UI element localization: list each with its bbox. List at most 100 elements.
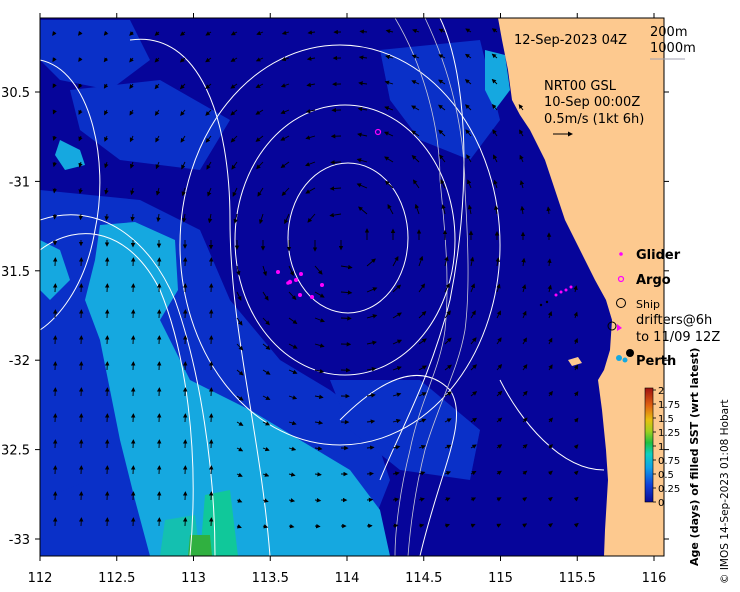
current-vector: [465, 28, 472, 33]
x-tick-label: 112.5: [98, 571, 135, 586]
current-vector: [236, 498, 243, 503]
current-vector: [547, 470, 553, 476]
current-vector: [573, 417, 579, 423]
current-vector: [573, 444, 579, 450]
y-axis: 30.5 -31 31.5 -32 32.5 -33: [1, 86, 669, 548]
current-vector: [78, 161, 83, 168]
current-vector: [470, 471, 477, 476]
current-vector: [305, 135, 316, 140]
current-vector: [262, 343, 271, 350]
sst-age-light-patches: [40, 50, 510, 556]
current-vector: [491, 78, 498, 85]
drifter-arrow-marker: [617, 324, 622, 331]
current-vector: [78, 187, 83, 195]
current-vector: [284, 213, 290, 225]
current-vector: [236, 343, 244, 351]
current-vector: [547, 311, 553, 319]
current-vector: [411, 80, 420, 85]
current-vector: [314, 497, 322, 503]
drifters-legend-line1: drifters@6h: [636, 313, 712, 328]
current-vector: [418, 283, 426, 293]
current-vector: [547, 258, 552, 267]
current-vector: [444, 444, 452, 449]
current-vector: [412, 179, 420, 189]
current-vector: [384, 106, 394, 111]
current-vector: [104, 135, 109, 142]
current-vector: [366, 393, 376, 398]
current-vector: [129, 83, 134, 90]
current-vector: [52, 135, 57, 141]
current-vector: [104, 161, 109, 169]
current-vector: [518, 104, 524, 111]
coastal-marker: [616, 355, 622, 361]
current-vector: [359, 29, 368, 34]
current-vector: [236, 265, 241, 276]
current-vector: [256, 30, 264, 36]
current-vector: [438, 79, 446, 85]
current-vector: [155, 135, 160, 143]
current-vector: [103, 30, 109, 36]
current-vector: [288, 523, 295, 529]
current-vector: [411, 54, 420, 59]
current-vector: [491, 104, 498, 111]
current-vector: [179, 83, 186, 90]
x-tick-label: 113.5: [252, 571, 289, 586]
current-vector: [255, 109, 264, 115]
current-vector: [281, 187, 290, 196]
current-vector: [205, 83, 212, 90]
current-vector: [358, 206, 368, 215]
current-vector: [236, 395, 244, 401]
current-vector: [180, 135, 186, 143]
current-vector: [314, 394, 324, 400]
current-vector: [444, 364, 452, 371]
current-vector: [262, 446, 270, 452]
current-vector: [262, 369, 271, 375]
x-tick-label: 115: [488, 571, 513, 586]
current-vector: [314, 446, 323, 451]
current-vector: [439, 154, 446, 163]
current-vector: [548, 364, 553, 371]
current-vector: [205, 109, 212, 116]
current-vector: [444, 256, 449, 267]
current-vector: [438, 104, 446, 111]
current-vector: [519, 180, 525, 189]
current-vector: [52, 31, 57, 36]
current-vector: [236, 291, 242, 301]
current-vectors: [52, 28, 579, 529]
current-vector: [546, 206, 551, 215]
current-vector: [464, 53, 472, 59]
current-vector: [257, 187, 264, 197]
current-vector: [414, 203, 420, 215]
current-vector: [262, 498, 269, 503]
drifters-legend-line2: to 11/09 12Z: [636, 330, 720, 345]
current-vector: [280, 109, 290, 114]
current-vector: [392, 497, 400, 502]
current-vector: [262, 265, 267, 277]
current-vector: [444, 497, 451, 502]
current-vector: [181, 161, 186, 170]
current-vector: [154, 57, 160, 63]
current-vector: [521, 257, 526, 267]
current-vector: [470, 283, 475, 293]
current-vector: [496, 337, 502, 345]
current-vector: [444, 391, 452, 397]
current-vector: [179, 57, 186, 63]
current-vector: [288, 317, 298, 325]
current-vector: [438, 54, 446, 59]
current-vector: [440, 179, 446, 189]
current-vector: [392, 312, 402, 319]
current-vector: [522, 417, 528, 423]
current-vector: [236, 472, 243, 477]
current-vector: [573, 391, 579, 397]
current-vector: [78, 135, 83, 142]
current-vector: [155, 161, 160, 170]
current-vector: [255, 57, 264, 62]
current-vector: [288, 420, 297, 426]
current-vector: [519, 129, 524, 137]
current-vector: [522, 470, 528, 476]
sst-age-green-patches: [160, 490, 238, 556]
current-vector: [288, 498, 296, 503]
current-vector: [256, 161, 264, 170]
current-vector: [233, 213, 238, 224]
current-vector: [366, 366, 377, 372]
